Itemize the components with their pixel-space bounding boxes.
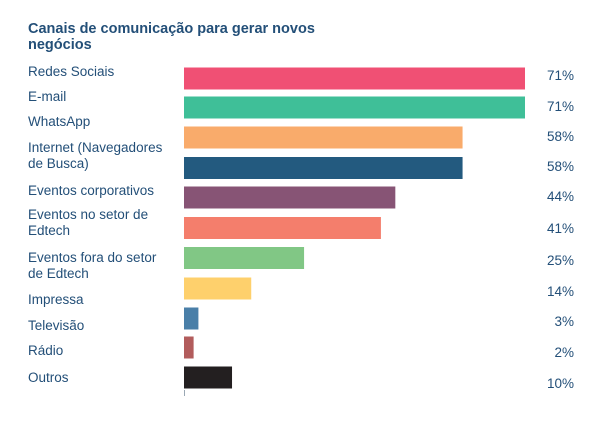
bar-5	[184, 186, 396, 209]
category-label-line: Impressa	[28, 292, 84, 307]
category-label: Eventos corporativos	[28, 183, 154, 198]
category-label: WhatsApp	[28, 114, 90, 129]
bar-3	[184, 126, 463, 149]
bar-7	[184, 247, 305, 269]
bar-6	[184, 217, 381, 239]
value-label: 58%	[547, 129, 574, 144]
bar-1	[184, 67, 525, 90]
bar-11	[184, 366, 233, 389]
category-label: Rádio	[28, 343, 63, 358]
category-label-line: Rádio	[28, 343, 63, 358]
category-label: Eventos fora do setor de Edtech	[28, 250, 157, 281]
category-label-line: de Edtech	[28, 266, 89, 281]
value-label: 71%	[547, 68, 574, 83]
bar-10	[184, 336, 194, 359]
category-label: Internet (Navegadores de Busca)	[28, 140, 163, 171]
value-label: 25%	[547, 253, 574, 268]
bar-9	[184, 307, 199, 330]
category-label-line: Redes Sociais	[28, 64, 115, 79]
value-label: 2%	[554, 345, 574, 360]
chart-title: Canais de comunicação para gerar novos n…	[28, 21, 315, 53]
category-label-line: de Busca)	[28, 156, 89, 171]
category-label-line: Outros	[28, 370, 69, 385]
category-label: Outros	[28, 370, 69, 385]
category-label: Impressa	[28, 292, 84, 307]
category-label-line: Eventos fora do setor	[28, 250, 157, 265]
bar-4	[184, 157, 463, 179]
value-label: 3%	[554, 314, 574, 329]
value-label: 14%	[547, 284, 574, 299]
category-labels: Redes Sociais E-mail WhatsApp Internet (Nav…	[28, 64, 163, 385]
value-label: 44%	[547, 189, 574, 204]
bars-group	[184, 67, 525, 396]
category-label-line: Eventos corporativos	[28, 183, 154, 198]
category-label: E-mail	[28, 89, 66, 104]
category-label: Redes Sociais	[28, 64, 115, 79]
bar-8	[184, 277, 252, 300]
value-labels: 71% 71% 58% 58% 44% 41% 25% 14% 3% 2% 10%	[547, 68, 574, 391]
category-label: Televisão	[28, 318, 84, 333]
category-label: Eventos no setor de Edtech	[28, 207, 148, 238]
value-label: 41%	[547, 221, 574, 236]
category-label-line: Eventos no setor de	[28, 207, 148, 222]
bar-2	[184, 96, 525, 119]
value-label: 58%	[547, 159, 574, 174]
category-label-line: Internet (Navegadores	[28, 140, 163, 155]
value-label: 71%	[547, 99, 574, 114]
category-label-line: Edtech	[28, 223, 70, 238]
category-label-line: WhatsApp	[28, 114, 90, 129]
category-label-line: E-mail	[28, 89, 66, 104]
value-label: 10%	[547, 376, 574, 391]
category-label-line: Televisão	[28, 318, 84, 333]
